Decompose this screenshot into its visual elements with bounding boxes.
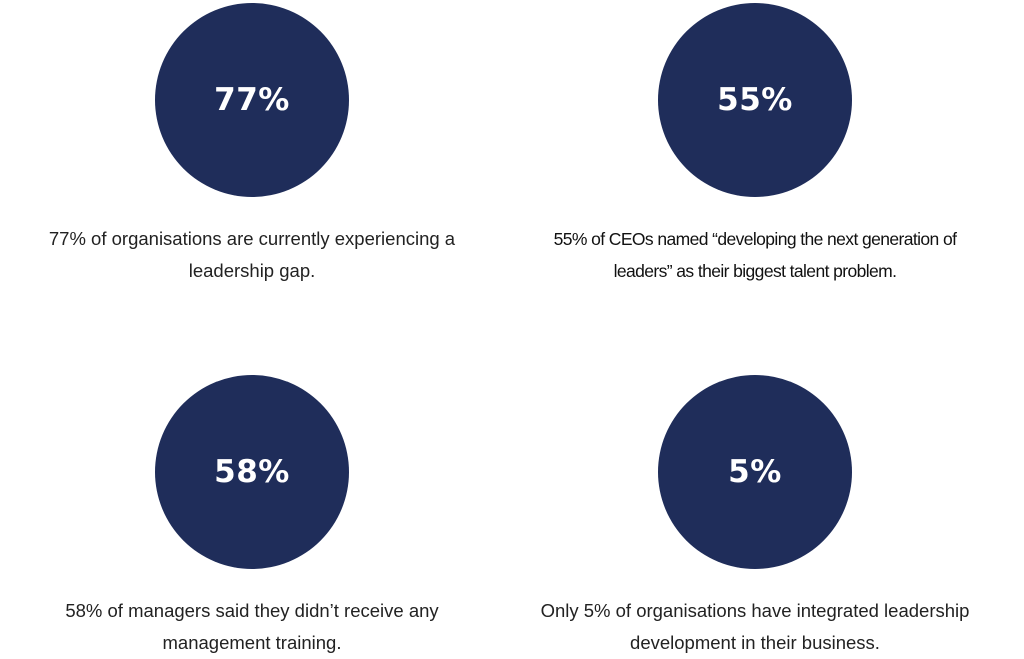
stat-circle: 55%	[658, 3, 852, 197]
stat-circle: 5%	[658, 375, 852, 569]
stat-caption: 77% of organisations are currently exper…	[48, 228, 456, 281]
stat-block-3: 58% 58% of managers said they didn’t rec…	[17, 375, 487, 659]
stat-value: 77%	[214, 82, 290, 118]
stat-circle: 77%	[155, 3, 349, 197]
stat-value: 5%	[728, 454, 782, 490]
stat-caption: 58% of managers said they didn’t receive…	[65, 600, 439, 653]
stat-block-4: 5% Only 5% of organisations have integra…	[520, 375, 990, 659]
stat-caption: 55% of CEOs named “developing the next g…	[553, 229, 957, 281]
stat-value: 58%	[214, 454, 290, 490]
stat-circle: 58%	[155, 375, 349, 569]
stat-caption: Only 5% of organisations have integrated…	[540, 600, 970, 653]
stat-block-1: 77% 77% of organisations are currently e…	[17, 3, 487, 287]
stat-value: 55%	[717, 82, 793, 118]
stat-block-2: 55% 55% of CEOs named “developing the ne…	[520, 3, 990, 287]
